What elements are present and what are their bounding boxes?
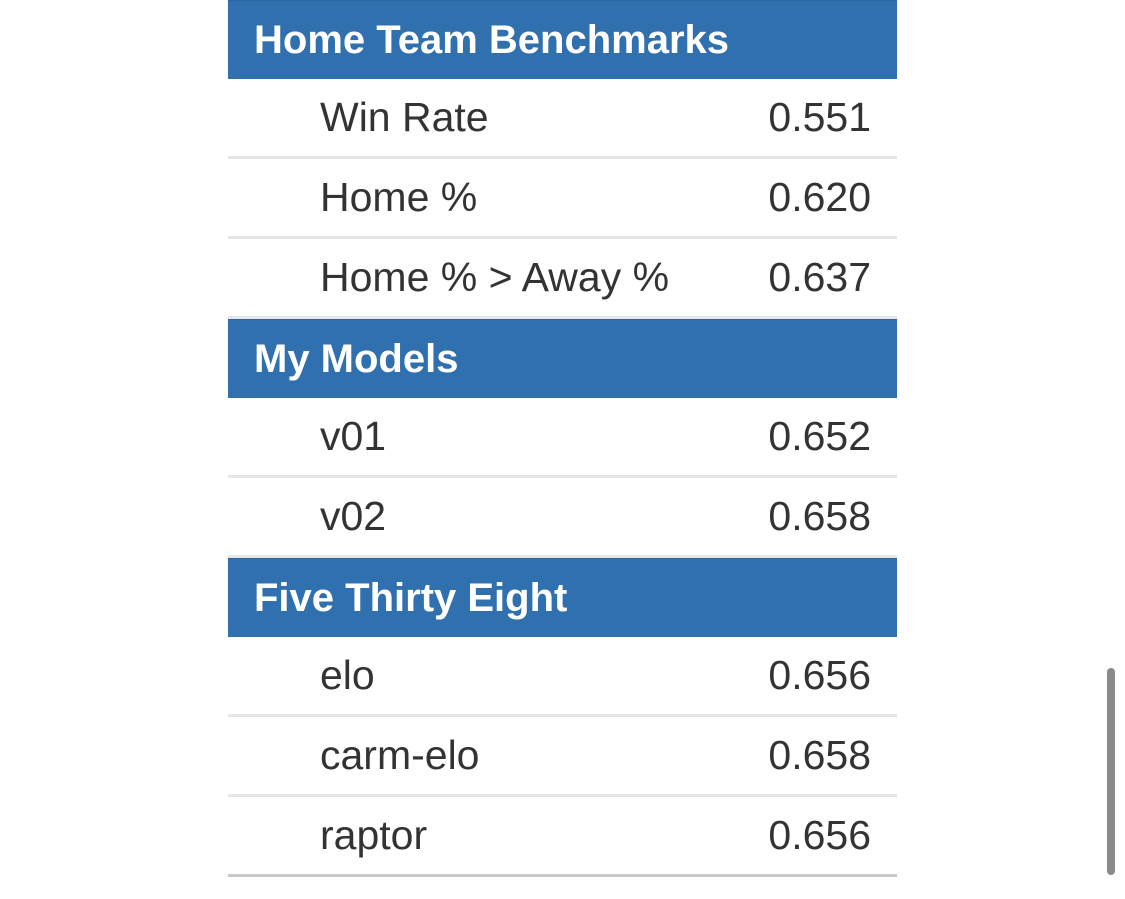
benchmark-table: Home Team Benchmarks Win Rate 0.551 Home… xyxy=(228,0,897,877)
row-label: raptor xyxy=(320,812,428,858)
row-label: Home % > Away % xyxy=(320,254,670,300)
table-row: raptor 0.656 xyxy=(228,797,897,877)
section-header-my-models: My Models xyxy=(228,319,897,398)
table-row: Win Rate 0.551 xyxy=(228,79,897,159)
row-value: 0.658 xyxy=(768,493,871,539)
section-header-home-team-benchmarks: Home Team Benchmarks xyxy=(228,0,897,79)
row-value: 0.658 xyxy=(768,732,871,778)
row-label: Home % xyxy=(320,174,478,220)
table-row: Home % 0.620 xyxy=(228,159,897,239)
row-label: carm-elo xyxy=(320,732,480,778)
row-label: elo xyxy=(320,652,375,698)
row-value: 0.652 xyxy=(768,413,871,459)
row-value: 0.551 xyxy=(768,94,871,140)
row-value: 0.620 xyxy=(768,174,871,220)
table-row: carm-elo 0.658 xyxy=(228,717,897,797)
row-label: Win Rate xyxy=(320,94,489,140)
row-label: v02 xyxy=(320,493,387,539)
row-label: v01 xyxy=(320,413,387,459)
table-row: elo 0.656 xyxy=(228,637,897,717)
section-header-five-thirty-eight: Five Thirty Eight xyxy=(228,558,897,637)
table-row: Home % > Away % 0.637 xyxy=(228,239,897,319)
table-row: v01 0.652 xyxy=(228,398,897,478)
vertical-scrollbar[interactable] xyxy=(1107,668,1115,875)
table-row: v02 0.658 xyxy=(228,478,897,558)
row-value: 0.656 xyxy=(768,652,871,698)
row-value: 0.637 xyxy=(768,254,871,300)
row-value: 0.656 xyxy=(768,812,871,858)
